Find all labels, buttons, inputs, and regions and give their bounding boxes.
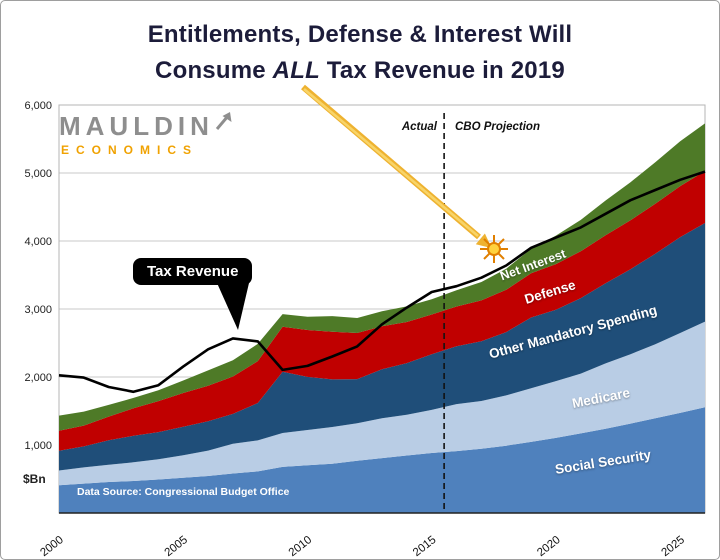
band-label-medicare: Medicare <box>570 385 632 411</box>
title-arrow-core-icon <box>303 88 479 237</box>
band-label-social-security: Social Security <box>554 447 652 477</box>
svg-text:2005: 2005 <box>163 534 191 559</box>
title-arrowhead-icon <box>475 233 492 249</box>
logo-arrow-icon <box>215 112 232 130</box>
tax-revenue-pointer-icon <box>217 283 249 330</box>
chart-title-emphasis: ALL <box>272 57 320 84</box>
tax-revenue-callout: Tax Revenue <box>133 258 253 285</box>
svg-text:6,000: 6,000 <box>24 100 52 112</box>
svg-text:2015: 2015 <box>411 534 439 559</box>
svg-text:2025: 2025 <box>659 534 687 559</box>
actual-label: Actual <box>401 121 437 133</box>
band-label-defense: Defense <box>522 277 578 307</box>
cbo-projection-label: CBO Projection <box>455 121 540 133</box>
svg-text:4,000: 4,000 <box>24 236 52 248</box>
svg-text:3,000: 3,000 <box>24 304 52 316</box>
svg-text:5,000: 5,000 <box>24 168 52 180</box>
svg-text:1,000: 1,000 <box>24 440 52 452</box>
mauldin-logo: MAULDIN ECONOMICS <box>59 111 234 157</box>
band-label-other-mandatory: Other Mandatory Spending <box>487 302 659 362</box>
svg-text:2020: 2020 <box>535 534 563 559</box>
logo-subtitle: ECONOMICS <box>61 143 199 157</box>
y-axis-unit-label: $Bn <box>23 472 46 486</box>
title-arrow-icon <box>301 84 481 240</box>
chart-title-line2: Consume ALL Tax Revenue in 2019 <box>155 57 565 84</box>
svg-text:2,000: 2,000 <box>24 372 52 384</box>
svg-text:2010: 2010 <box>287 534 315 559</box>
logo-wordmark: MAULDIN <box>59 111 214 141</box>
chart-title: Entitlements, Defense & Interest Will Co… <box>1 17 719 89</box>
data-source-note: Data Source: Congressional Budget Office <box>77 486 290 498</box>
starburst-icon <box>480 235 508 263</box>
svg-text:2000: 2000 <box>38 534 66 559</box>
chart-title-line1: Entitlements, Defense & Interest Will <box>147 21 573 48</box>
band-label-net-interest: Net Interest <box>498 246 568 284</box>
